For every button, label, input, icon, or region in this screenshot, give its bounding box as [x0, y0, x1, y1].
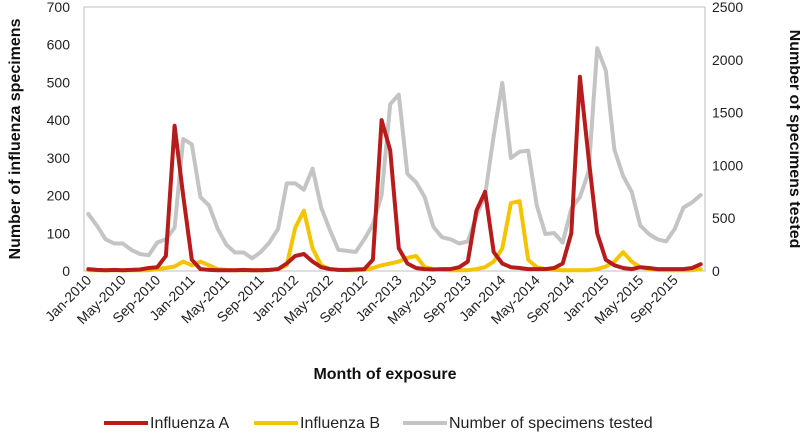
- x-axis: Jan-2010May-2010Sep-2010Jan-2011May-2011…: [42, 272, 681, 327]
- y-right-tick-label: 2000: [712, 52, 743, 68]
- y-left-tick-label: 200: [47, 188, 71, 204]
- legend-label-influenza-b: Influenza B: [300, 415, 380, 432]
- y-left-tick-label: 400: [47, 112, 71, 128]
- y-left-tick-label: 0: [62, 263, 70, 279]
- series-layer: [86, 46, 703, 273]
- y-axis-left: 0 100 200 300 400 500 600 700: [47, 0, 71, 279]
- plot-area: [83, 6, 706, 272]
- legend-label-specimens-tested: Number of specimens tested: [449, 415, 653, 432]
- legend-label-influenza-a: Influenza A: [150, 415, 230, 432]
- y-left-tick-label: 300: [47, 150, 71, 166]
- y-axis-left-title: Number of influenza specimens: [7, 18, 24, 259]
- y-left-tick-label: 500: [47, 74, 71, 90]
- y-axis-right: 0 500 1000 1500 2000 2500: [712, 0, 743, 279]
- y-right-tick-label: 0: [712, 263, 720, 279]
- series-line-influenza-b: [86, 199, 703, 273]
- y-left-tick-label: 600: [47, 37, 71, 53]
- legend: Influenza A Influenza B Number of specim…: [104, 415, 653, 432]
- y-right-tick-label: 2500: [712, 0, 743, 15]
- y-right-tick-label: 1500: [712, 105, 743, 121]
- x-axis-title: Month of exposure: [313, 366, 456, 383]
- y-axis-right-title: Number of specimens tested: [786, 30, 800, 249]
- series-line-influenza-a: [86, 74, 703, 273]
- y-left-tick-label: 100: [47, 225, 71, 241]
- y-right-tick-label: 1000: [712, 157, 743, 173]
- series-line-number-of-specimens-tested: [86, 46, 703, 261]
- y-right-tick-label: 500: [712, 210, 736, 226]
- y-left-tick-label: 700: [47, 0, 71, 15]
- plot-border: [83, 6, 706, 272]
